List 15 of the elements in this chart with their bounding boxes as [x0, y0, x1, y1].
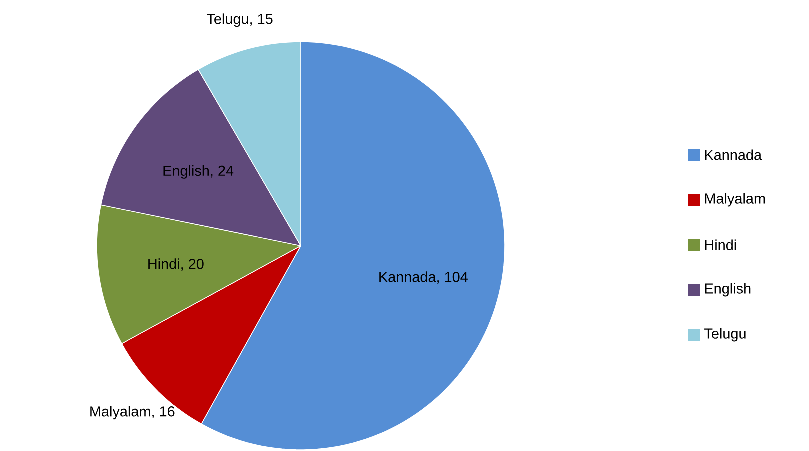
legend-label: Telugu: [704, 328, 746, 342]
legend-label: Malyalam: [705, 193, 766, 207]
slice-label: Kannada: [380, 272, 436, 282]
data-label: , 104: [438, 272, 468, 284]
data-label: , 16: [152, 406, 175, 418]
slice-label: Hindi: [148, 258, 180, 270]
data-label: , 20: [182, 259, 204, 271]
legend-label: Hindi: [705, 240, 736, 250]
slice-label: English: [164, 165, 209, 179]
data-label: , 24: [211, 166, 234, 178]
legend-label: Kannada: [705, 150, 762, 160]
slice-label: Malyalam: [90, 406, 150, 420]
legend-label: English: [705, 283, 751, 297]
slice-label: Telugu: [207, 14, 248, 28]
data-label: , 15: [250, 14, 273, 26]
